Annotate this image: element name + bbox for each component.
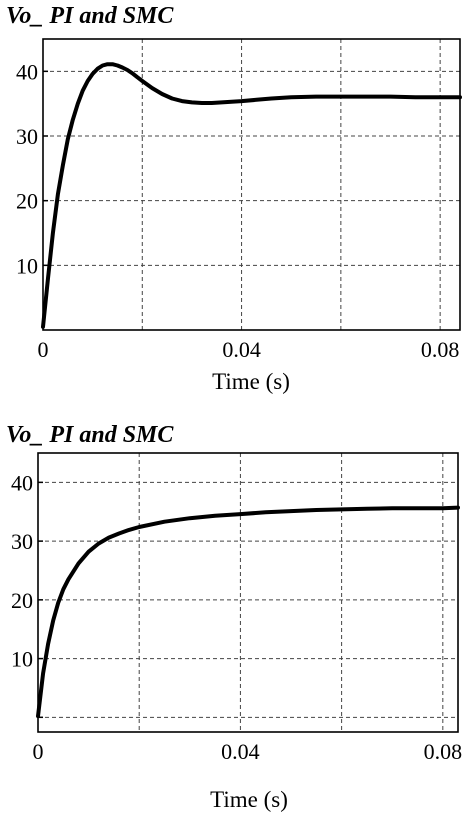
plot-frame: [37, 452, 459, 733]
chart-top: Vo_ PI and SMC 10 20 30 40 0 0.04 0.08 Time (…: [6, 3, 462, 394]
x-tick-label: 0.04: [222, 337, 261, 362]
y-axis-ticks: 10 20 30 40: [16, 59, 48, 278]
x-axis-ticks: 0 0.04 0.08: [38, 337, 460, 362]
x-tick-label: 0: [33, 739, 44, 764]
chart-bottom: Vo_ PI and SMC 10 20 30 40 0 0.04 0.08 Time (…: [6, 422, 462, 812]
y-axis-ticks: 10 20 30 40: [11, 470, 43, 719]
x-axis-label: Time (s): [210, 787, 288, 812]
y-tick-label: 40: [16, 59, 38, 84]
x-tick-label: 0.08: [424, 739, 463, 764]
series-line: [36, 505, 460, 719]
grid: [43, 39, 460, 330]
chart-title: Vo_ PI and SMC: [6, 422, 174, 448]
y-tick-label: 40: [11, 470, 33, 495]
grid: [38, 453, 458, 732]
x-tick-label: 0.08: [421, 337, 460, 362]
series-line: [41, 62, 462, 329]
x-axis-label: Time (s): [212, 369, 290, 394]
y-tick-label: 20: [11, 588, 33, 613]
x-axis-ticks: 0 0.04 0.08: [33, 739, 463, 764]
x-tick-label: 0: [38, 337, 49, 362]
plot-frame: [42, 38, 461, 331]
y-tick-label: 20: [16, 189, 38, 214]
y-tick-label: 30: [11, 529, 33, 554]
y-tick-label: 30: [16, 124, 38, 149]
y-tick-label: 10: [11, 647, 33, 672]
x-tick-label: 0.04: [221, 739, 260, 764]
y-tick-label: 10: [16, 253, 38, 278]
chart-title: Vo_ PI and SMC: [6, 3, 174, 29]
